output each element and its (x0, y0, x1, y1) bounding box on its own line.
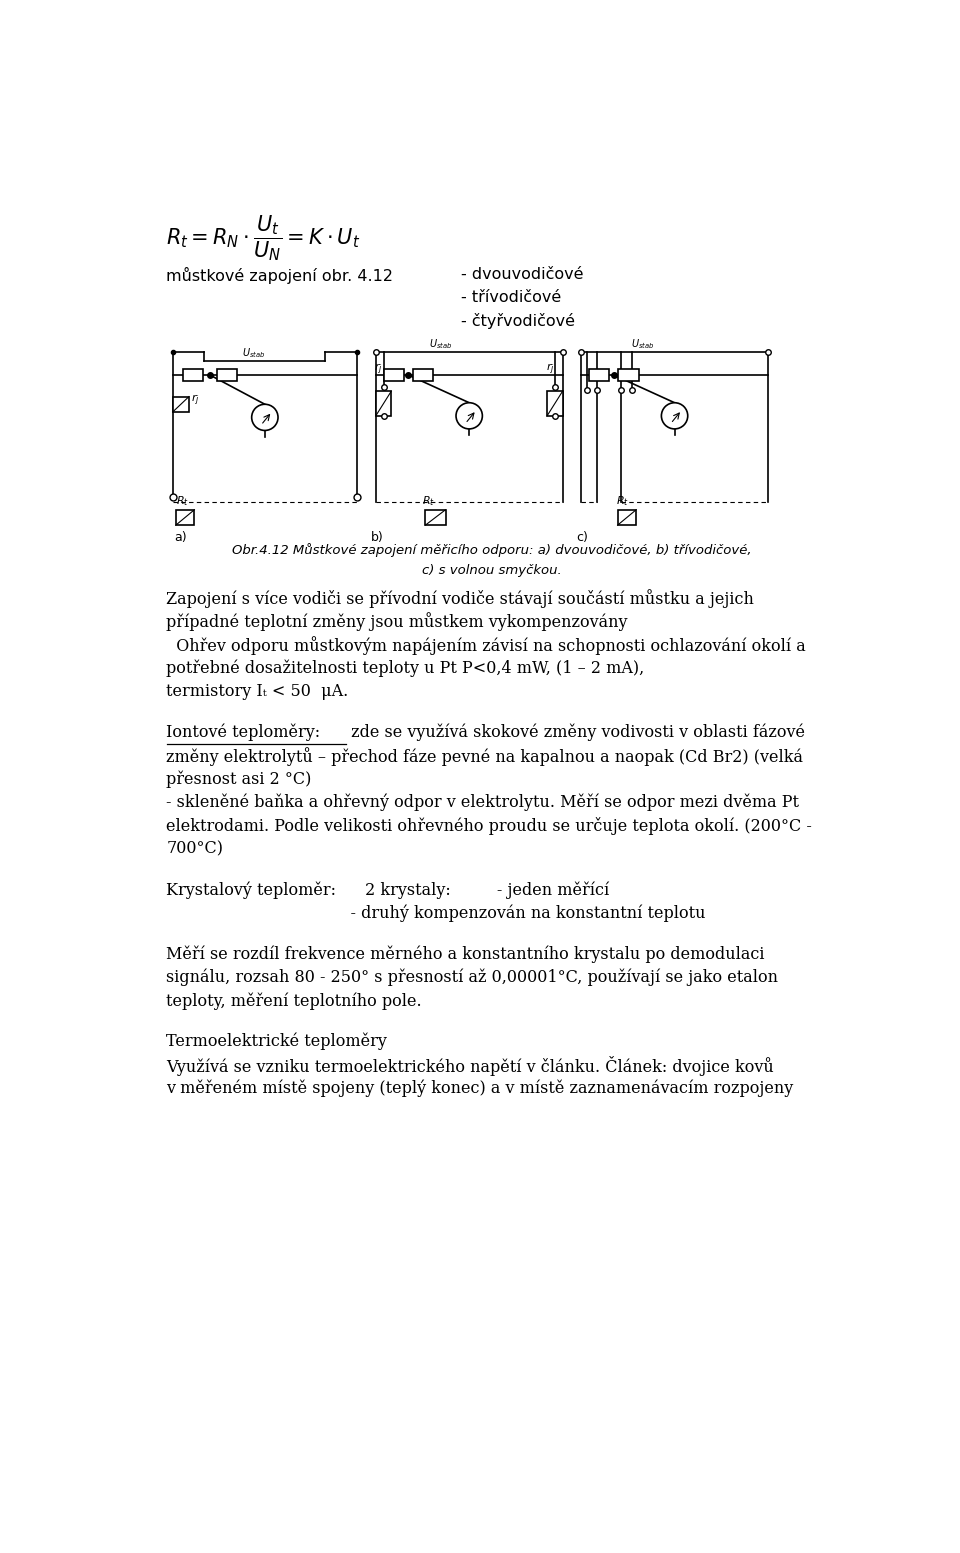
Text: Obr.4.12 Můstkové zapojení měřicího odporu: a) dvouvodičové, b) třívodičové,: Obr.4.12 Můstkové zapojení měřicího odpo… (232, 544, 752, 558)
Text: - druhý kompenzován na konstantní teplotu: - druhý kompenzován na konstantní teplot… (166, 905, 706, 922)
Text: $R_t$: $R_t$ (422, 494, 435, 508)
Text: a): a) (175, 531, 187, 544)
Bar (182, 370, 203, 380)
Text: Termoelektrické teploměry: Termoelektrické teploměry (166, 1033, 388, 1050)
Bar (173, 396, 189, 412)
Bar (176, 509, 194, 525)
Text: $r_j$: $r_j$ (190, 393, 200, 408)
Text: $r_j$: $r_j$ (545, 362, 554, 377)
Bar (413, 370, 433, 380)
Text: zde se využívá skokové změny vodivosti v oblasti fázové: zde se využívá skokové změny vodivosti v… (347, 724, 805, 741)
Text: Měří se rozdíl frekvence měrného a konstantního krystalu po demodulaci: Měří se rozdíl frekvence měrného a konst… (166, 946, 765, 963)
Text: $U_{stab}$: $U_{stab}$ (631, 337, 655, 351)
Bar (217, 370, 237, 380)
Bar (425, 509, 445, 525)
Text: $r_j$: $r_j$ (374, 362, 383, 377)
Text: potřebné dosažitelnosti teploty u Pt P<0,4 mW, (1 – 2 mA),: potřebné dosažitelnosti teploty u Pt P<0… (166, 660, 645, 677)
Text: $R_t = R_N \cdot \dfrac{U_t}{U_N} = K \cdot U_t$: $R_t = R_N \cdot \dfrac{U_t}{U_N} = K \c… (166, 213, 361, 262)
Circle shape (661, 402, 687, 429)
Bar (618, 370, 638, 380)
Text: Krystalový teploměr:: Krystalový teploměr: (166, 881, 337, 899)
Text: $U_{stab}$: $U_{stab}$ (429, 337, 453, 351)
Bar (375, 391, 392, 416)
Text: přesnost asi 2 °C): přesnost asi 2 °C) (166, 770, 312, 787)
Text: - třívodičové: - třívodičové (461, 290, 562, 306)
Text: Využívá se vzniku termoelektrického napětí v článku. Článek: dvojice kovů: Využívá se vzniku termoelektrického napě… (166, 1056, 775, 1076)
Text: c): c) (577, 531, 588, 544)
Text: teploty, měření teplotního pole.: teploty, měření teplotního pole. (166, 992, 422, 1009)
Text: případné teplotní změny jsou můstkem vykompenzovány: případné teplotní změny jsou můstkem vyk… (166, 612, 628, 632)
Text: termistory Iₜ < 50  μA.: termistory Iₜ < 50 μA. (166, 683, 348, 700)
Text: 700°C): 700°C) (166, 840, 224, 857)
Circle shape (456, 402, 482, 429)
Text: c) s volnou smyčkou.: c) s volnou smyčkou. (422, 564, 562, 578)
Text: Zapojení s více vodiči se přívodní vodiče stávají součástí můstku a jejich: Zapojení s více vodiči se přívodní vodič… (166, 589, 755, 607)
Text: Ohřev odporu můstkovým napájením závisí na schopnosti ochlazování okolí a: Ohřev odporu můstkovým napájením závisí … (166, 637, 806, 655)
Text: $R_t$: $R_t$ (176, 494, 189, 508)
Text: - čtyřvodičové: - čtyřvodičové (461, 314, 575, 329)
Text: můstkové zapojení obr. 4.12: můstkové zapojení obr. 4.12 (166, 267, 394, 284)
Text: Iontové teploměry:: Iontové teploměry: (166, 724, 321, 741)
Text: - dvouvodičové: - dvouvodičové (461, 267, 584, 283)
Text: signálu, rozsah 80 - 250° s přesností až 0,00001°C, používají se jako etalon: signálu, rozsah 80 - 250° s přesností až… (166, 969, 779, 986)
Text: elektrodami. Podle velikosti ohřevného proudu se určuje teplota okolí. (200°C -: elektrodami. Podle velikosti ohřevného p… (166, 817, 812, 836)
Circle shape (252, 404, 278, 430)
Text: v měřeném místě spojeny (teplý konec) a v místě zaznamenávacím rozpojeny: v měřeném místě spojeny (teplý konec) a … (166, 1079, 794, 1096)
Text: $U_{stab}$: $U_{stab}$ (242, 346, 266, 360)
Bar (617, 509, 636, 525)
Text: b): b) (372, 531, 384, 544)
Text: změny elektrolytů – přechod fáze pevné na kapalnou a naopak (Cd Br2) (velká: změny elektrolytů – přechod fáze pevné n… (166, 747, 804, 766)
Bar (588, 370, 609, 380)
Text: $R_t$: $R_t$ (616, 494, 629, 508)
Text: 2 krystaly:         - jeden měřící: 2 krystaly: - jeden měřící (360, 881, 610, 899)
Bar (384, 370, 404, 380)
Text: - skleněné baňka a ohřevný odpor v elektrolytu. Měří se odpor mezi dvěma Pt: - skleněné baňka a ohřevný odpor v elekt… (166, 794, 800, 811)
Bar (547, 391, 563, 416)
